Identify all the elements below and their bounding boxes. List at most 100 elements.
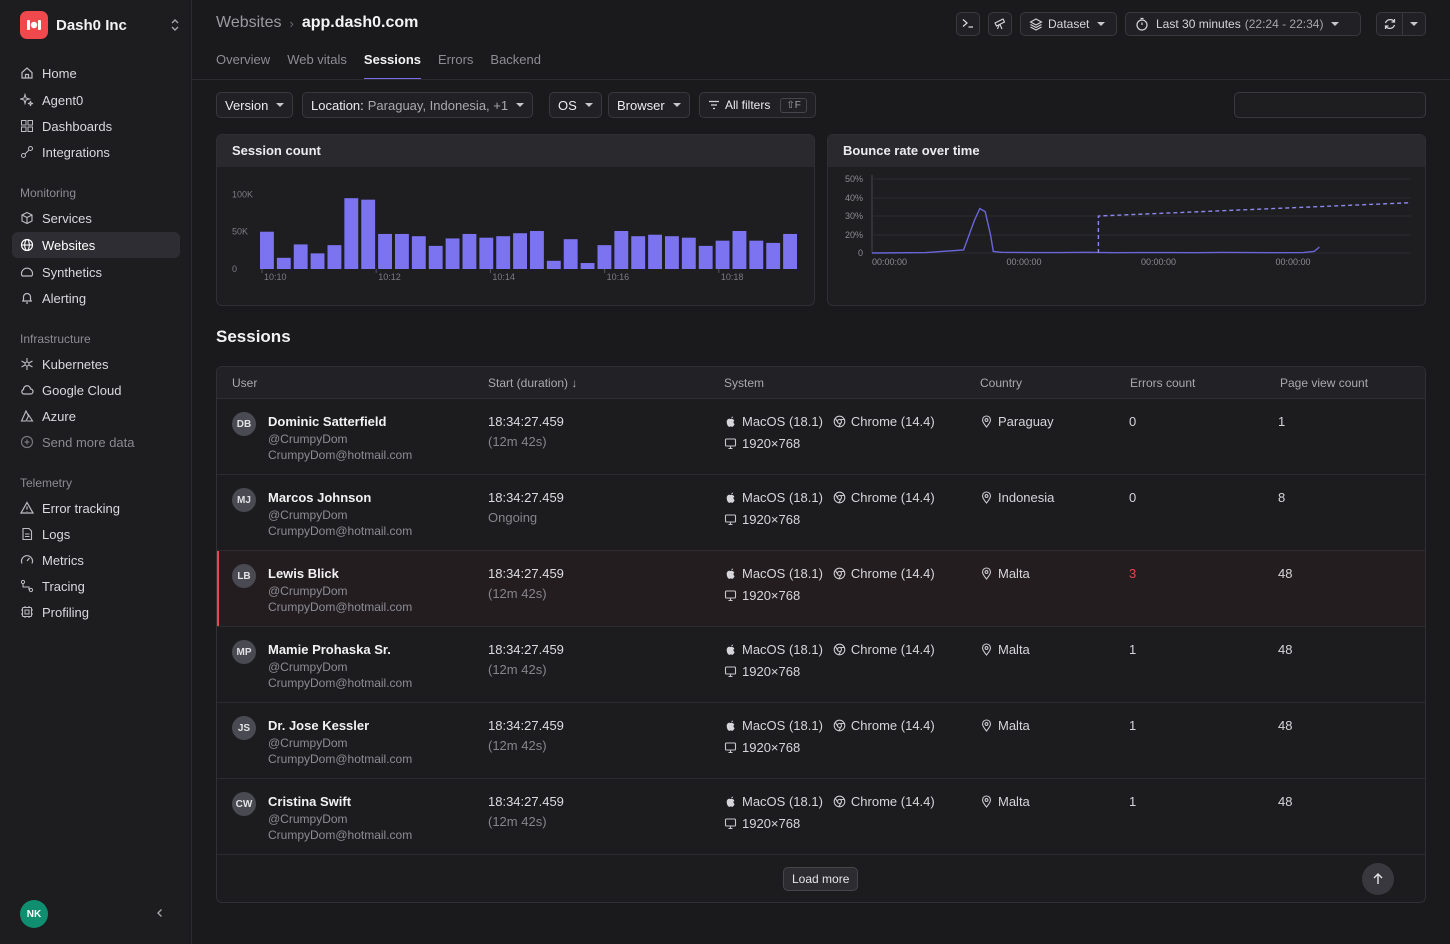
profiling-icon	[20, 605, 34, 619]
load-more-button[interactable]: Load more	[783, 867, 859, 891]
search-input[interactable]	[1234, 92, 1426, 118]
sidebar-item-logs[interactable]: Logs	[12, 521, 180, 547]
filter-version[interactable]: Version	[216, 92, 294, 118]
refresh-icon[interactable]	[1377, 13, 1403, 35]
column-country[interactable]: Country	[980, 376, 1023, 390]
sidebar-item-synthetics[interactable]: Synthetics	[12, 259, 180, 285]
bar[interactable]	[327, 245, 342, 269]
column-user[interactable]: User	[232, 376, 258, 390]
user-avatar[interactable]: NK	[20, 900, 48, 928]
table-row[interactable]: CW Cristina Swift @CrumpyDom CrumpyDom@hotm…	[217, 779, 1425, 855]
dataset-dropdown[interactable]: Dataset	[1020, 12, 1117, 36]
filter-browser[interactable]: Browser	[608, 92, 690, 118]
bar[interactable]	[344, 198, 359, 269]
sidebar-item-tracing[interactable]: Tracing	[12, 573, 180, 599]
bar[interactable]	[715, 240, 730, 269]
bar[interactable]	[411, 236, 426, 269]
sidebar-item-azure[interactable]: Azure	[12, 403, 180, 429]
sidebar-item-services[interactable]: Services	[12, 205, 180, 231]
section-label-infrastructure: Infrastructure	[20, 332, 91, 346]
bar[interactable]	[260, 231, 274, 269]
table-row[interactable]: DB Dominic Satterfield @CrumpyDom CrumpyDom…	[217, 399, 1425, 475]
sidebar-item-profiling[interactable]: Profiling	[12, 599, 180, 625]
bar[interactable]	[631, 236, 646, 269]
user-avatar: JS	[232, 716, 256, 740]
bar[interactable]	[597, 245, 612, 269]
bar[interactable]	[445, 238, 460, 269]
tab-backend[interactable]: Backend	[490, 52, 541, 67]
bar[interactable]	[496, 236, 511, 269]
session-start: 18:34:27.459	[488, 490, 564, 505]
refresh-button-group[interactable]	[1376, 12, 1426, 36]
sidebar-item-metrics[interactable]: Metrics	[12, 547, 180, 573]
bar[interactable]	[546, 260, 561, 269]
column-errors-count[interactable]: Errors count	[1130, 376, 1196, 390]
filter-location[interactable]: Location: Paraguay, Indonesia, +1	[302, 92, 534, 118]
sidebar-item-integrations[interactable]: Integrations	[12, 139, 180, 165]
table-row[interactable]: MJ Marcos Johnson @CrumpyDom CrumpyDom@hotm…	[217, 475, 1425, 551]
sidebar-item-kubernetes[interactable]: Kubernetes	[12, 351, 180, 377]
bar[interactable]	[479, 237, 494, 269]
bar[interactable]	[749, 240, 764, 269]
chevron-up-down-icon[interactable]	[170, 18, 180, 33]
resolution: 1920×768	[742, 588, 801, 603]
filter-os[interactable]: OS	[549, 92, 602, 118]
stopwatch-icon	[1135, 17, 1149, 31]
sidebar-item-dashboards[interactable]: Dashboards	[12, 113, 180, 139]
sidebar-item-error-tracking[interactable]: Error tracking	[12, 495, 180, 521]
sidebar-item-websites[interactable]: Websites	[12, 232, 180, 258]
bar[interactable]	[681, 237, 696, 269]
table-row[interactable]: MP Mamie Prohaska Sr. @CrumpyDom CrumpyDom@…	[217, 627, 1425, 703]
bar[interactable]	[732, 230, 747, 269]
sidebar-item-send-more-data[interactable]: Send more data	[12, 429, 180, 455]
filter-lines-icon	[708, 99, 720, 111]
arrow-up-icon	[1371, 872, 1385, 886]
tab-overview[interactable]: Overview	[216, 52, 271, 67]
bar[interactable]	[462, 233, 477, 269]
telescope-button[interactable]	[988, 12, 1012, 36]
bar[interactable]	[293, 244, 308, 269]
org-switcher[interactable]: Dash0 Inc	[20, 11, 180, 39]
bar[interactable]	[310, 253, 325, 269]
bar[interactable]	[530, 230, 544, 269]
time-range-picker[interactable]: Last 30 minutes (22:24 - 22:34)	[1125, 12, 1361, 36]
bar[interactable]	[783, 233, 797, 269]
column-start-duration[interactable]: Start (duration) ↓	[488, 376, 578, 390]
bar[interactable]	[580, 263, 595, 269]
column-system[interactable]: System	[724, 376, 765, 390]
bar[interactable]	[614, 230, 629, 269]
sidebar-item-agent0[interactable]: Agent0	[12, 87, 180, 113]
bar[interactable]	[395, 233, 409, 269]
bar[interactable]	[513, 233, 527, 269]
tab-sessions[interactable]: Sessions	[363, 52, 422, 80]
series-line-1[interactable]	[1097, 202, 1412, 253]
tab-web-vitals[interactable]: Web vitals	[287, 52, 347, 67]
bar[interactable]	[361, 199, 376, 269]
bar[interactable]	[648, 234, 662, 269]
scroll-to-top-button[interactable]	[1362, 863, 1394, 895]
table-row[interactable]: LB Lewis Blick @CrumpyDom CrumpyDom@hotmail…	[217, 551, 1425, 627]
all-filters-button[interactable]: All filters ⇧F	[699, 92, 816, 118]
sidebar-item-google-cloud[interactable]: Google Cloud	[12, 377, 180, 403]
tab-errors[interactable]: Errors	[438, 52, 474, 67]
country: Malta	[980, 718, 1030, 733]
bar[interactable]	[378, 233, 392, 269]
column-page-view-count[interactable]: Page view count	[1280, 376, 1369, 390]
bar[interactable]	[698, 245, 713, 269]
chrome-icon	[833, 415, 851, 428]
terminal-button[interactable]	[956, 12, 980, 36]
bar[interactable]	[428, 245, 443, 269]
bar[interactable]	[665, 236, 679, 269]
apple-icon	[724, 643, 742, 656]
breadcrumb-parent[interactable]: Websites	[216, 14, 282, 31]
series-line-0[interactable]	[871, 207, 1320, 254]
table-row[interactable]: JS Dr. Jose Kessler @CrumpyDom CrumpyDom@ho…	[217, 703, 1425, 779]
bar[interactable]	[276, 257, 291, 269]
collapse-sidebar-icon[interactable]	[152, 905, 168, 921]
bar[interactable]	[766, 242, 781, 269]
sidebar-item-home[interactable]: Home	[12, 60, 180, 86]
sidebar-item-alerting[interactable]: Alerting	[12, 285, 180, 311]
caret-down-icon[interactable]	[1410, 22, 1418, 26]
system-resolution: 1920×768	[724, 740, 800, 755]
bar[interactable]	[563, 239, 578, 269]
